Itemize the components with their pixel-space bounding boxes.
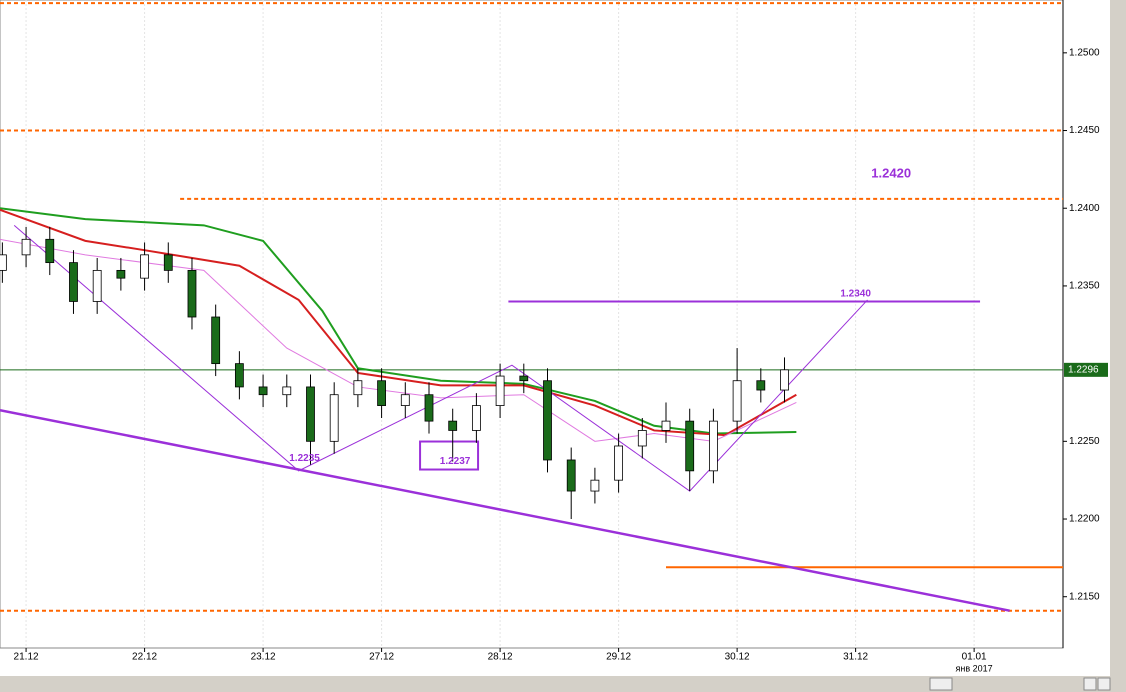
y-tick-label: 1.2400 [1069, 203, 1100, 214]
x-tick-label: 27.12 [369, 652, 394, 663]
annotation: 1.2340 [840, 288, 871, 299]
candle-body [685, 420, 695, 472]
x-tick-label: 22.12 [132, 652, 157, 663]
candle-body [187, 269, 197, 318]
scroll-thumb[interactable] [929, 677, 953, 691]
annotation: 1.2235 [289, 453, 320, 464]
candle-body [282, 386, 292, 396]
candle-body [732, 380, 742, 422]
candle-body [163, 254, 173, 271]
candle-body [92, 269, 102, 302]
candle-body [543, 380, 552, 461]
y-tick-label: 1.2150 [1069, 591, 1100, 602]
candle-body [709, 420, 718, 472]
y-tick-label: 1.2200 [1069, 514, 1100, 525]
x-tick-label: 21.12 [14, 652, 39, 663]
overlay-line [0, 409, 1010, 612]
annotation: 1.2420 [871, 165, 911, 180]
close-button[interactable] [1097, 677, 1111, 691]
candle-body [614, 445, 624, 481]
plot-area [0, 0, 1064, 649]
x-tick-label: 31.12 [843, 652, 868, 663]
x-tick-label: 29.12 [606, 652, 631, 663]
x-tick-label: 23.12 [251, 652, 276, 663]
candle-body [495, 375, 505, 406]
annotation: 1.2237 [440, 456, 471, 467]
candle-body [0, 254, 7, 271]
candle-body [116, 269, 126, 279]
scrollbar[interactable] [0, 676, 1110, 692]
candle-body [234, 363, 244, 388]
candle-body [69, 262, 78, 302]
candle-body [661, 420, 671, 431]
price-tag [1064, 362, 1108, 377]
x-tick-label: 28.12 [488, 652, 513, 663]
x-tick-label: 30.12 [725, 652, 750, 663]
overlay-line [13, 224, 868, 492]
candle-body [400, 394, 410, 406]
candle-body [140, 254, 149, 279]
candle-body [448, 420, 458, 431]
x-tick-label: 01.01 [962, 652, 987, 663]
candle-body [353, 380, 363, 396]
y-tick-label: 1.2250 [1069, 436, 1100, 447]
candle-body [590, 479, 600, 492]
candle-body [424, 394, 434, 422]
y-tick-label: 1.2500 [1069, 47, 1100, 58]
candle-body [377, 380, 386, 406]
x-sublabel: янв 2017 [956, 663, 993, 673]
candle-body [780, 369, 789, 391]
candle-body [471, 405, 481, 431]
candle-body [211, 316, 221, 365]
candle-body [519, 375, 529, 382]
candle-body [21, 238, 31, 256]
y-tick-label: 1.2350 [1069, 281, 1100, 292]
candle-body [329, 394, 339, 442]
candle-body [637, 430, 647, 447]
candle-body [756, 380, 766, 391]
annotation-box [419, 440, 480, 471]
candle-body [566, 459, 576, 492]
candle-body [45, 238, 55, 264]
candle-body [258, 386, 268, 396]
price-tag-label: 1.2296 [1068, 364, 1099, 375]
candle-body [306, 386, 315, 442]
y-tick-label: 1.2450 [1069, 125, 1100, 136]
side-strip [1110, 0, 1126, 692]
scroll-button[interactable] [1083, 677, 1097, 691]
